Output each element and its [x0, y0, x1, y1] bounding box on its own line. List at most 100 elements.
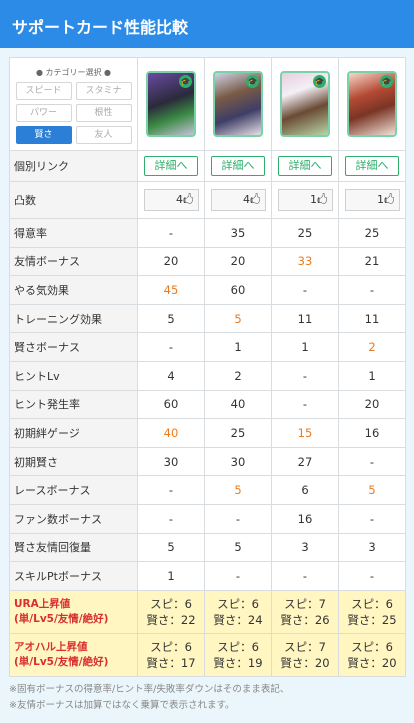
- stat-row: トレーニング効果 5 5 11 11: [9, 303, 406, 334]
- break-count-value: 4: [175, 193, 183, 206]
- stat-value: -: [338, 275, 406, 305]
- support-card-image[interactable]: 🎓: [347, 71, 397, 137]
- stat-label: ファン数ボーナス: [9, 503, 138, 534]
- comparison-table: ● カテゴリー選択 ● スピード スタミナ パワー 根性 賢さ 友人 🎓 🎓 🎓…: [9, 57, 406, 677]
- stat-value: -: [271, 360, 339, 391]
- aoharu-gain-row: アオハル上昇値 (単/Lv5/友情/絶好) スピ：6 賢さ：17 スピ：6 賢さ：19…: [9, 632, 406, 677]
- ura-gain-cell: スピ：7 賢さ：26: [271, 589, 339, 634]
- ura-gain-label: URA上昇値 (単/Lv5/友情/絶好): [9, 589, 138, 634]
- aoharu-gain-cell: スピ：6 賢さ：17: [137, 632, 205, 677]
- stat-row: 友情ボーナス 20 20 33 21: [9, 246, 406, 277]
- stat-value: 25: [271, 218, 339, 248]
- category-friend-button[interactable]: 友人: [75, 125, 132, 144]
- stat-label: スキルPtボーナス: [9, 561, 138, 591]
- category-speed-button[interactable]: スピード: [15, 81, 72, 100]
- stat-value: -: [271, 389, 339, 420]
- stat-value: 3: [271, 532, 339, 563]
- stat-row: スキルPtボーナス 1- - -: [9, 561, 406, 591]
- break-count-selector[interactable]: 1🖒: [344, 189, 400, 211]
- support-card-image[interactable]: 🎓: [213, 71, 263, 137]
- card-cell: 🎓: [338, 57, 406, 151]
- stat-label: 友情ボーナス: [9, 246, 138, 277]
- graduation-cap-icon: 🎓: [313, 75, 326, 88]
- ura-gain-cell: スピ：6 賢さ：22: [137, 589, 205, 634]
- stat-row: ヒントLv 4 2-1: [9, 360, 406, 391]
- stat-label: トレーニング効果: [9, 303, 138, 334]
- row-label: 個別リンク: [9, 150, 138, 182]
- footnote-line: ※友情ボーナスは加算ではなく乗算で表示されます。: [9, 700, 235, 711]
- stat-row: 賢さ友情回復量 5 5 3 3: [9, 532, 406, 563]
- stat-value: -: [271, 275, 339, 305]
- stat-value: 20: [137, 246, 205, 277]
- stat-label: ヒントLv: [9, 360, 138, 391]
- stat-value: -: [338, 446, 406, 477]
- stat-value: -: [137, 332, 205, 362]
- aoharu-gain-cell: スピ：6 賢さ：20: [338, 632, 406, 677]
- stat-value: 5: [137, 303, 205, 334]
- stat-label: 賢さボーナス: [9, 332, 138, 362]
- hand-icon: 🖒: [182, 193, 194, 206]
- stat-row: ヒント発生率 60 40-20: [9, 389, 406, 420]
- support-card-image[interactable]: 🎓: [146, 71, 196, 137]
- stat-value: 21: [338, 246, 406, 277]
- stat-row: やる気効果 45 60- -: [9, 275, 406, 305]
- stat-value: 60: [204, 275, 272, 305]
- category-power-button[interactable]: パワー: [15, 103, 72, 122]
- stat-value: 25: [338, 218, 406, 248]
- stat-label: 賢さ友情回復量: [9, 532, 138, 563]
- stat-label: やる気効果: [9, 275, 138, 305]
- detail-button[interactable]: 詳細へ: [144, 156, 198, 176]
- break-count-selector[interactable]: 4🖒: [210, 189, 266, 211]
- stat-value: 33: [271, 246, 339, 277]
- stat-value: 1: [338, 360, 406, 391]
- stat-value: 20: [204, 246, 272, 277]
- stat-value: -: [137, 475, 205, 505]
- category-selector: ● カテゴリー選択 ● スピード スタミナ パワー 根性 賢さ 友人: [9, 57, 138, 151]
- comparison-panel: ● カテゴリー選択 ● スピード スタミナ パワー 根性 賢さ 友人 🎓 🎓 🎓…: [0, 48, 414, 723]
- stat-value: 6: [271, 475, 339, 505]
- stat-value: 40: [137, 418, 205, 448]
- card-header-row: ● カテゴリー選択 ● スピード スタミナ パワー 根性 賢さ 友人 🎓 🎓 🎓…: [9, 57, 406, 151]
- category-wisdom-button[interactable]: 賢さ: [15, 125, 72, 144]
- stat-value: 27: [271, 446, 339, 477]
- footnotes: ※固有ボーナスの得意率/ヒント率/失敗率ダウンはそのまま表記、 ※友情ボーナスは…: [9, 682, 289, 714]
- stat-value: -: [137, 218, 205, 248]
- hand-icon: 🖒: [316, 193, 328, 206]
- stat-value: -: [271, 561, 339, 591]
- stat-value: 2: [204, 360, 272, 391]
- support-card-image[interactable]: 🎓: [280, 71, 330, 137]
- aoharu-gain-cell: スピ：6 賢さ：19: [204, 632, 272, 677]
- stat-value: 5: [338, 475, 406, 505]
- graduation-cap-icon: 🎓: [380, 75, 393, 88]
- stat-value: 5: [137, 532, 205, 563]
- detail-button[interactable]: 詳細へ: [211, 156, 265, 176]
- hand-icon: 🖒: [383, 193, 395, 206]
- stat-value: 30: [137, 446, 205, 477]
- break-row: 凸数 4🖒 4🖒 1🖒 1🖒: [9, 181, 406, 219]
- stat-value: 2: [338, 332, 406, 362]
- break-count-selector[interactable]: 1🖒: [277, 189, 333, 211]
- detail-button[interactable]: 詳細へ: [278, 156, 332, 176]
- stat-label: 得意率: [9, 218, 138, 248]
- break-count-selector[interactable]: 4🖒: [143, 189, 199, 211]
- stat-value: 5: [204, 475, 272, 505]
- stat-value: 16: [338, 418, 406, 448]
- stat-value: 25: [204, 418, 272, 448]
- aoharu-gain-label: アオハル上昇値 (単/Lv5/友情/絶好): [9, 632, 138, 677]
- link-row: 個別リンク 詳細へ 詳細へ 詳細へ 詳細へ: [9, 150, 406, 182]
- detail-button[interactable]: 詳細へ: [345, 156, 399, 176]
- ura-gain-cell: スピ：6 賢さ：24: [204, 589, 272, 634]
- category-guts-button[interactable]: 根性: [75, 103, 132, 122]
- stat-label: レースボーナス: [9, 475, 138, 505]
- hand-icon: 🖒: [249, 193, 261, 206]
- stat-value: 15: [271, 418, 339, 448]
- stat-label: ヒント発生率: [9, 389, 138, 420]
- stat-row: 得意率 -35 25 25: [9, 218, 406, 248]
- break-count-value: 1: [376, 193, 384, 206]
- category-stamina-button[interactable]: スタミナ: [75, 81, 132, 100]
- stat-value: 11: [338, 303, 406, 334]
- stat-value: 40: [204, 389, 272, 420]
- stat-value: -: [338, 503, 406, 534]
- break-count-value: 4: [242, 193, 250, 206]
- aoharu-gain-cell: スピ：7 賢さ：20: [271, 632, 339, 677]
